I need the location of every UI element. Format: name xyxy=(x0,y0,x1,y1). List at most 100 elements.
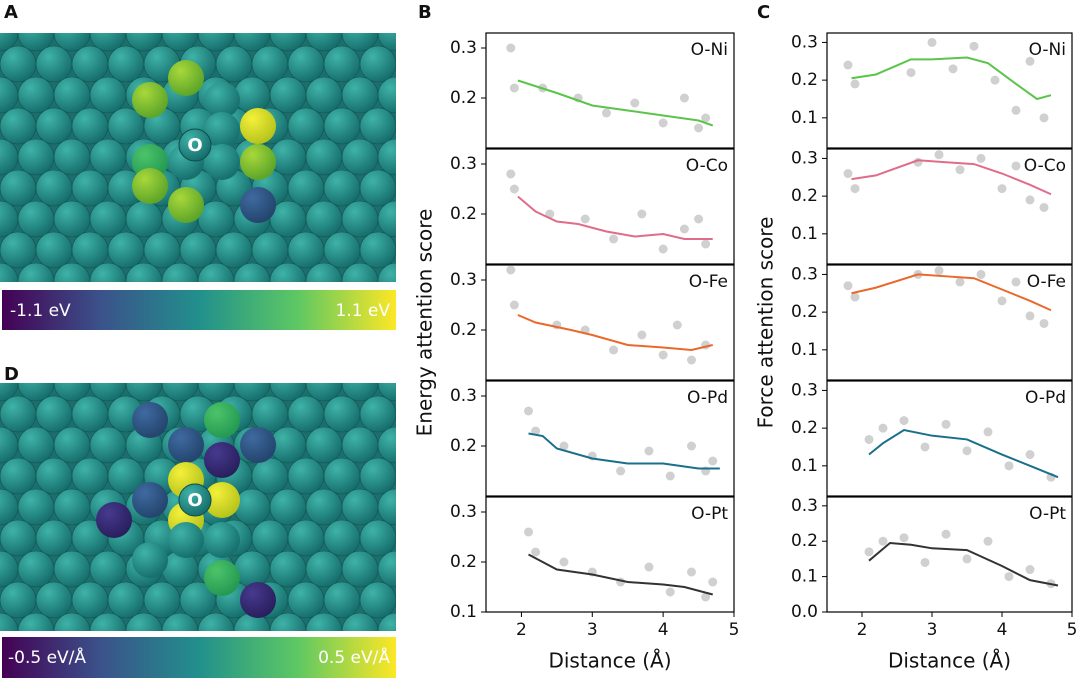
atom xyxy=(377,550,396,588)
scatter-point xyxy=(609,234,619,244)
fit-line xyxy=(517,79,714,127)
atom xyxy=(269,33,307,52)
atom xyxy=(35,457,73,495)
atom xyxy=(287,395,325,433)
scatter-point xyxy=(976,153,986,163)
atom xyxy=(204,82,240,118)
atom xyxy=(395,60,396,68)
scatter-point xyxy=(997,184,1007,194)
atom xyxy=(341,612,379,631)
atom xyxy=(0,231,37,269)
y-tick-label: 0.2 xyxy=(791,186,818,206)
panel-label: B xyxy=(418,2,432,23)
x-tick-label: 3 xyxy=(927,620,938,640)
atom xyxy=(341,200,379,238)
scatter-point xyxy=(1039,113,1049,123)
atom xyxy=(36,334,72,370)
scatter-point xyxy=(1025,56,1035,66)
atom xyxy=(216,334,252,370)
atom xyxy=(53,550,91,588)
atom xyxy=(0,612,19,631)
y-tick-label: 0.2 xyxy=(450,436,477,456)
scatter-point xyxy=(1004,461,1014,471)
atom xyxy=(233,383,271,402)
scatter-point xyxy=(941,529,951,539)
scatter-point xyxy=(644,562,654,572)
atom xyxy=(377,262,396,282)
x-tick-label: 3 xyxy=(587,620,598,640)
atom xyxy=(89,383,127,402)
subplot-title: O-Pd xyxy=(687,388,728,408)
atom xyxy=(35,581,73,619)
fit-line xyxy=(851,273,1052,312)
atom xyxy=(269,612,307,631)
atom xyxy=(180,0,216,20)
atom xyxy=(288,0,324,20)
scatter-point xyxy=(1025,450,1035,460)
scatter-point xyxy=(509,83,519,93)
scatter-point xyxy=(708,456,718,466)
scatter-point xyxy=(850,79,860,89)
plot-frame xyxy=(826,264,1073,381)
plot-frame xyxy=(826,496,1073,613)
scatter-point xyxy=(843,169,853,179)
atom xyxy=(252,334,288,370)
colorbar-min: -0.5 eV/Å xyxy=(8,646,86,668)
plot-frame xyxy=(485,496,735,613)
atom xyxy=(233,488,271,526)
scatter-point xyxy=(878,423,888,433)
scatter-point xyxy=(509,184,519,194)
atom xyxy=(377,383,396,402)
subplot-title: O-Pt xyxy=(1029,504,1066,524)
plot-frame xyxy=(826,32,1073,149)
scatter-point xyxy=(878,536,888,546)
atom xyxy=(359,457,396,495)
y-tick-label: 0.3 xyxy=(450,502,477,522)
atom xyxy=(269,488,307,526)
atom xyxy=(0,395,37,433)
scatter-point xyxy=(906,68,916,78)
atom xyxy=(359,45,396,83)
atom xyxy=(107,231,145,269)
y-tick-label: 0.1 xyxy=(791,108,818,128)
atom xyxy=(144,334,180,370)
atom xyxy=(359,107,396,145)
atom xyxy=(287,231,325,269)
atom xyxy=(204,442,240,478)
y-tick-label: 0.3 xyxy=(791,264,818,284)
atom xyxy=(269,550,307,588)
scatter-point xyxy=(658,244,668,254)
atom xyxy=(305,138,343,176)
atom xyxy=(71,457,109,495)
scatter-point xyxy=(983,427,993,437)
y-tick-label: 0.2 xyxy=(450,88,477,108)
atom xyxy=(161,612,199,631)
plot-frame xyxy=(826,380,1073,497)
atom xyxy=(305,383,343,402)
atom xyxy=(89,33,127,52)
subplot-title: O-Pd xyxy=(1025,388,1066,408)
scatter-point xyxy=(983,536,993,546)
y-tick-label: 0.1 xyxy=(791,224,818,244)
atom xyxy=(341,488,379,526)
oxygen-atom xyxy=(178,483,212,517)
scatter-point xyxy=(899,416,909,426)
scatter-point xyxy=(665,471,675,481)
atom xyxy=(377,612,396,631)
atom xyxy=(71,395,109,433)
scatter-point xyxy=(637,330,647,340)
scatter-point xyxy=(701,113,711,123)
atom xyxy=(197,33,235,52)
atom xyxy=(89,200,127,238)
scatter-point xyxy=(1039,202,1049,212)
x-tick-label: 5 xyxy=(729,620,740,640)
atom xyxy=(323,457,361,495)
scatter-point xyxy=(506,169,516,179)
atom xyxy=(35,231,73,269)
scatter-point xyxy=(644,446,654,456)
scatter-point xyxy=(948,64,958,74)
scatter-point xyxy=(962,446,972,456)
atom xyxy=(125,200,163,238)
scatter-point xyxy=(672,320,682,330)
atom xyxy=(305,76,343,114)
